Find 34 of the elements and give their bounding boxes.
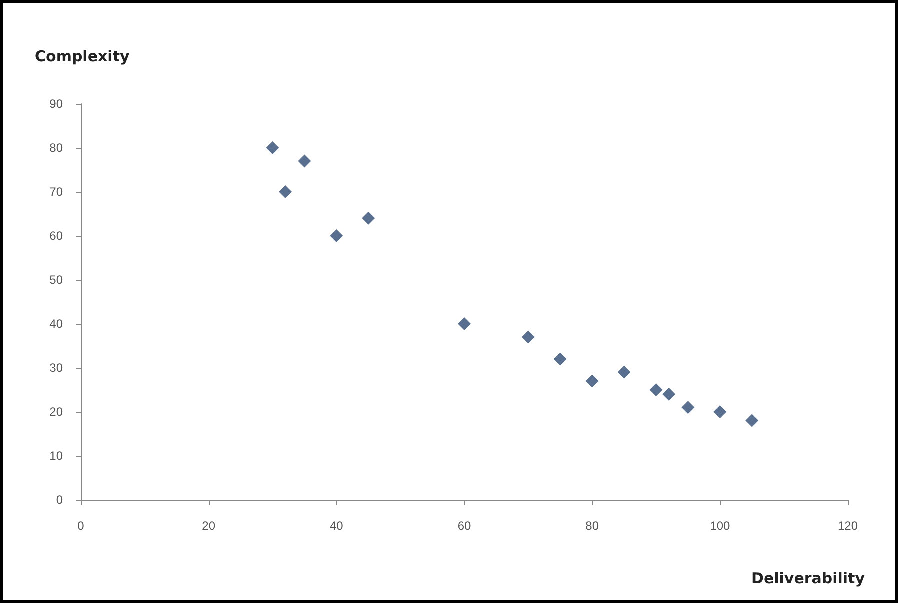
point: [650, 384, 663, 396]
point: [554, 352, 567, 366]
point: [682, 401, 695, 414]
point: [522, 330, 535, 344]
y-tick-label: 20: [50, 405, 64, 419]
y-tick-label: 10: [50, 449, 64, 463]
y-tick-label: 70: [50, 185, 64, 199]
y-tick-label: 30: [50, 361, 64, 375]
point: [298, 154, 312, 168]
point: [618, 366, 631, 379]
y-tick-label: 90: [50, 97, 64, 111]
x-tick-label: 40: [330, 519, 344, 533]
point: [279, 186, 292, 198]
point: [662, 388, 676, 401]
y-tick-label: 80: [50, 141, 64, 155]
point: [586, 374, 599, 388]
x-tick-label: 80: [586, 519, 600, 533]
x-tick-label: 0: [78, 519, 85, 533]
y-tick-label: 50: [50, 273, 64, 287]
x-tick-label: 60: [458, 519, 472, 533]
point: [330, 230, 344, 242]
point: [266, 142, 280, 154]
x-tick-label: 100: [710, 519, 730, 533]
x-tick-label: 20: [202, 519, 216, 533]
y-tick-label: 0: [56, 493, 64, 507]
point: [362, 212, 376, 225]
y-axis-title: Complexity: [35, 48, 130, 66]
point: [746, 414, 759, 428]
point: [714, 406, 727, 418]
y-tick-label: 40: [50, 317, 64, 331]
x-axis-title: Deliverability: [752, 570, 866, 588]
point: [458, 318, 471, 330]
y-tick-label: 60: [50, 229, 64, 243]
x-tick-label: 120: [838, 519, 858, 533]
